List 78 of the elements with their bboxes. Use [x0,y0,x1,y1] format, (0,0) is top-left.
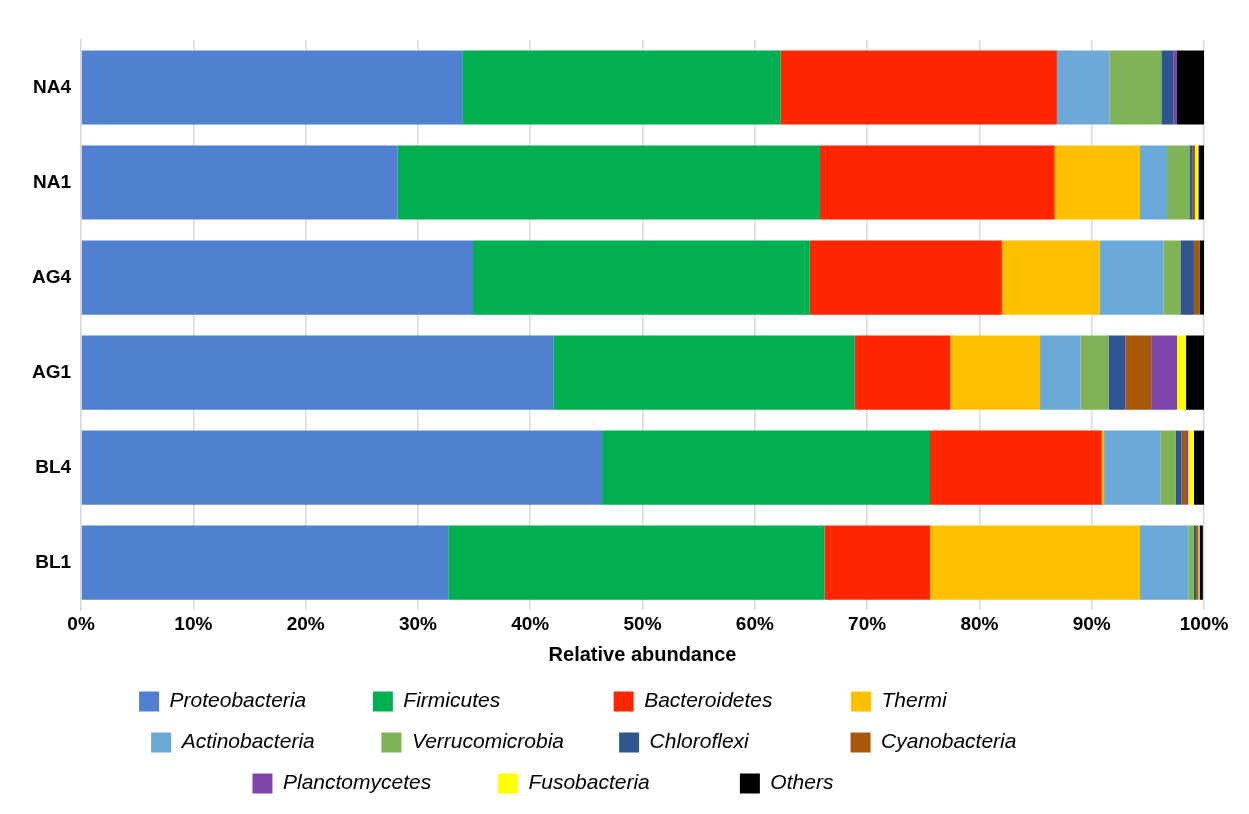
bar [1177,335,1187,410]
x-tick-label: 60% [735,612,774,634]
y-tick-label: NA4 [33,75,72,97]
legend-label: Verrucomicrobia [411,729,600,753]
x-tick-label: 30% [398,612,438,634]
bar [1139,525,1189,600]
bar [1193,240,1200,315]
bar [1188,430,1194,505]
bar [81,430,603,505]
bar [1160,430,1176,505]
bar [809,240,1002,315]
legend-label: Cyanobacteria [881,729,1075,753]
bar [1104,430,1161,505]
legend-label: Chloroflexi [649,729,831,753]
bar [472,240,810,315]
x-tick-label: 90% [1072,612,1111,634]
x-tick-label: 40% [511,612,550,634]
bar [1173,50,1178,125]
bar [930,430,1102,505]
bar [602,430,930,505]
x-axis-title: Relative abundance [548,642,737,665]
legend-label: Others [770,770,974,794]
x-tick-label: 100% [1179,612,1229,634]
bar [1161,50,1174,125]
bar [81,240,473,315]
bar [81,525,449,600]
bar [1177,50,1204,125]
legend-label: Proteobacteria [169,688,353,712]
bar [1040,335,1081,410]
bar [1193,430,1204,505]
bar [1163,240,1181,315]
y-tick-label: BL1 [35,550,72,572]
bar [81,50,463,125]
x-tick-label: 20% [286,612,325,634]
bar [1195,145,1199,220]
bar [1180,240,1194,315]
bar [1186,335,1204,410]
bar [824,525,930,600]
bar [1188,525,1194,600]
bar [1139,145,1167,220]
bar [1175,430,1182,505]
legend-label: Thermi [881,688,1087,712]
x-tick-label: 10% [174,612,213,634]
y-tick-label: BL4 [35,455,72,477]
bar [854,335,951,410]
bar [81,145,398,220]
x-tick-label: 80% [960,612,999,634]
legend-label: Firmicutes [403,688,594,712]
y-tick-label: AG4 [31,265,72,287]
bar [1109,50,1162,125]
bar [819,145,1055,220]
bar [950,335,1041,410]
legend-label: Bacteroidetes [644,688,831,712]
bar [397,145,820,220]
bar [462,50,781,125]
bar [1001,240,1100,315]
legend-label: Fusobacteria [528,770,720,794]
x-tick-label: 50% [623,612,662,634]
bar [1125,335,1152,410]
x-tick-label: 0% [67,612,95,634]
y-tick-label: NA1 [33,170,72,192]
bar [553,335,855,410]
y-tick-label: AG1 [31,360,72,382]
bar [1166,145,1190,220]
bar [780,50,1057,125]
bar [1080,335,1109,410]
legend-label: Planctomycetes [282,770,478,794]
bar [448,525,825,600]
bar [81,335,554,410]
bar [1054,145,1140,220]
legend-label: Actinobacteria [179,729,362,753]
bar [1108,335,1126,410]
x-tick-label: 70% [848,612,887,634]
bar [930,525,1140,600]
bar [1099,240,1164,315]
bar [1056,50,1110,125]
bar [1151,335,1178,410]
bar [1198,145,1204,220]
